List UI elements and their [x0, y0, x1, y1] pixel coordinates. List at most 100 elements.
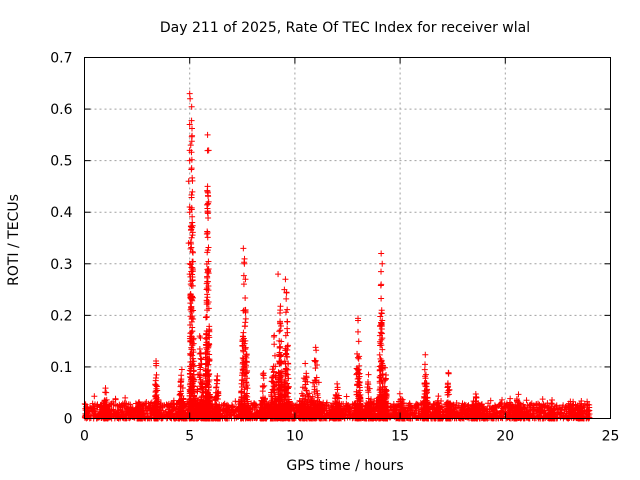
data-point	[458, 414, 465, 421]
data-point	[506, 399, 513, 406]
data-point	[242, 315, 249, 322]
data-point	[228, 404, 235, 411]
data-point	[84, 412, 91, 419]
data-point	[355, 328, 362, 335]
data-point	[343, 406, 350, 413]
data-point	[277, 327, 284, 334]
data-point	[271, 341, 278, 348]
data-point	[271, 352, 278, 359]
data-point	[553, 403, 560, 410]
data-point	[302, 360, 309, 367]
data-point	[176, 391, 183, 398]
data-point	[189, 232, 196, 239]
data-point	[259, 388, 266, 395]
data-point	[261, 382, 268, 389]
data-point	[586, 404, 593, 411]
data-point	[240, 272, 247, 279]
data-point	[284, 329, 291, 336]
data-point	[102, 401, 109, 408]
data-point	[251, 401, 258, 408]
data-point	[411, 412, 418, 419]
data-point	[144, 412, 151, 419]
data-point	[88, 408, 95, 415]
data-point	[117, 403, 124, 410]
data-point	[249, 405, 256, 412]
data-point	[188, 165, 195, 172]
data-point	[407, 402, 414, 409]
data-point	[533, 401, 540, 408]
data-point	[188, 234, 195, 241]
data-point	[585, 408, 592, 415]
data-point	[282, 332, 289, 339]
data-point	[170, 397, 177, 404]
data-point	[92, 410, 99, 417]
data-point	[177, 379, 184, 386]
data-point	[148, 399, 155, 406]
data-point	[485, 400, 492, 407]
data-point	[570, 407, 577, 414]
data-point	[282, 309, 289, 316]
data-point	[459, 407, 466, 414]
data-point	[334, 380, 341, 387]
data-point	[112, 395, 119, 402]
data-point	[537, 409, 544, 416]
data-point	[102, 389, 109, 396]
data-point	[407, 406, 414, 413]
data-point	[277, 309, 284, 316]
data-point	[196, 350, 203, 357]
data-point	[270, 333, 277, 340]
data-point	[244, 385, 251, 392]
data-point	[283, 295, 290, 302]
data-point	[250, 412, 257, 419]
data-point	[523, 397, 530, 404]
data-point	[465, 402, 472, 409]
data-point	[312, 357, 319, 364]
data-point	[478, 401, 485, 408]
data-point	[526, 402, 533, 409]
data-point	[91, 393, 98, 400]
data-point	[103, 411, 110, 418]
data-point	[312, 344, 319, 351]
data-point	[480, 410, 487, 417]
data-point	[509, 402, 516, 409]
data-point	[196, 371, 203, 378]
data-point	[312, 365, 319, 372]
chart-title: Day 211 of 2025, Rate Of TEC Index for r…	[160, 20, 530, 36]
grid	[84, 57, 611, 419]
data-point	[538, 406, 545, 413]
data-point	[189, 174, 196, 181]
data-point	[570, 398, 577, 405]
data-point	[118, 409, 125, 416]
data-point	[342, 409, 349, 416]
data-point	[101, 397, 108, 404]
data-point	[284, 306, 291, 313]
data-point	[491, 406, 498, 413]
data-point	[122, 394, 129, 401]
data-point	[117, 414, 124, 421]
data-point	[218, 402, 225, 409]
data-point	[536, 412, 543, 419]
data-point	[240, 281, 247, 288]
data-point	[127, 407, 134, 414]
data-point	[411, 403, 418, 410]
data-point	[541, 408, 548, 415]
data-point	[499, 396, 506, 403]
data-point	[124, 406, 131, 413]
data-point	[101, 408, 108, 415]
data-point	[153, 371, 160, 378]
data-point	[169, 410, 176, 417]
data-point	[214, 373, 221, 380]
data-point	[142, 400, 149, 407]
data-point	[483, 414, 490, 421]
data-point	[242, 294, 249, 301]
data-point	[112, 408, 119, 415]
data-point	[166, 412, 173, 419]
data-point	[527, 412, 534, 419]
data-point	[354, 354, 361, 361]
data-point	[293, 411, 300, 418]
data-point	[276, 343, 283, 350]
data-point	[205, 244, 212, 251]
data-point	[203, 314, 210, 321]
data-point	[378, 268, 385, 275]
